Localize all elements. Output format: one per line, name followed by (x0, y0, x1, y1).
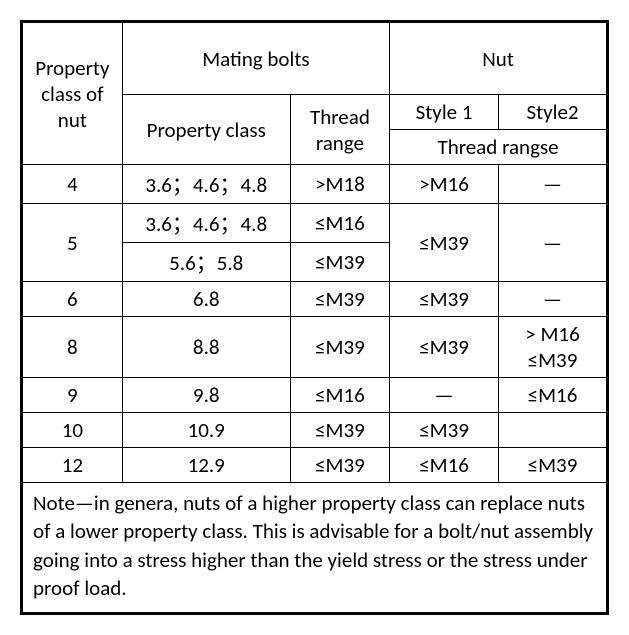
cell-class: 9 (23, 378, 123, 413)
header-nut: Nut (390, 23, 607, 95)
header-thread-range: Thread range (290, 95, 389, 165)
table-row: 12 12.9 ≤M39 ≤M16 ≤M39 (23, 448, 607, 483)
cell-style1: ≤M39 (390, 317, 499, 378)
cell-prop: 6.8 (122, 282, 290, 317)
table-row: 10 10.9 ≤M39 ≤M39 (23, 413, 607, 448)
header-property-class: Property class (122, 95, 290, 165)
cell-class: 5 (23, 204, 123, 282)
cell-prop: 10.9 (122, 413, 290, 448)
cell-style1: ≤M39 (390, 413, 499, 448)
header-property-class-of-nut: Property class of nut (23, 23, 123, 165)
cell-style1: ≤M39 (390, 282, 499, 317)
cell-style2 (499, 413, 607, 448)
cell-range: ≤M39 (290, 413, 389, 448)
cell-style2: — (499, 165, 607, 204)
cell-style2: > M16 ≤M39 (499, 317, 607, 378)
cell-class: 10 (23, 413, 123, 448)
cell-style2: — (499, 204, 607, 282)
cell-range: ≤M39 (290, 243, 389, 282)
cell-class: 8 (23, 317, 123, 378)
cell-prop: 3.6；4.6；4.8 (122, 165, 290, 204)
header-style2: Style2 (499, 95, 607, 130)
note-text: Note—in genera, nuts of a higher propert… (23, 483, 607, 613)
header-row-1: Property class of nut Mating bolts Nut (23, 23, 607, 95)
cell-style2: ≤M16 (499, 378, 607, 413)
cell-prop: 12.9 (122, 448, 290, 483)
header-mating-bolts: Mating bolts (122, 23, 389, 95)
cell-prop: 3.6；4.6；4.8 (122, 204, 290, 243)
cell-style1: — (390, 378, 499, 413)
cell-style1: >M16 (390, 165, 499, 204)
cell-prop: 5.6；5.8 (122, 243, 290, 282)
table-row: 9 9.8 ≤M16 — ≤M16 (23, 378, 607, 413)
table-container: Property class of nut Mating bolts Nut P… (20, 20, 609, 615)
cell-class: 6 (23, 282, 123, 317)
cell-range: ≤M16 (290, 204, 389, 243)
cell-style1: ≤M39 (390, 204, 499, 282)
table-row: 6 6.8 ≤M39 ≤M39 — (23, 282, 607, 317)
nut-bolt-table: Property class of nut Mating bolts Nut P… (22, 22, 607, 613)
note-row: Note—in genera, nuts of a higher propert… (23, 483, 607, 613)
header-style1: Style 1 (390, 95, 499, 130)
cell-class: 4 (23, 165, 123, 204)
cell-class: 12 (23, 448, 123, 483)
cell-prop: 9.8 (122, 378, 290, 413)
table-row: 8 8.8 ≤M39 ≤M39 > M16 ≤M39 (23, 317, 607, 378)
header-thread-rangse: Thread rangse (390, 130, 607, 165)
cell-range: >M18 (290, 165, 389, 204)
cell-range: ≤M39 (290, 448, 389, 483)
table-row: 5 3.6；4.6；4.8 ≤M16 ≤M39 — (23, 204, 607, 243)
cell-prop: 8.8 (122, 317, 290, 378)
cell-range: ≤M39 (290, 317, 389, 378)
cell-range: ≤M16 (290, 378, 389, 413)
table-row: 4 3.6；4.6；4.8 >M18 >M16 — (23, 165, 607, 204)
cell-style2: ≤M39 (499, 448, 607, 483)
cell-style2: — (499, 282, 607, 317)
cell-style1: ≤M16 (390, 448, 499, 483)
cell-range: ≤M39 (290, 282, 389, 317)
